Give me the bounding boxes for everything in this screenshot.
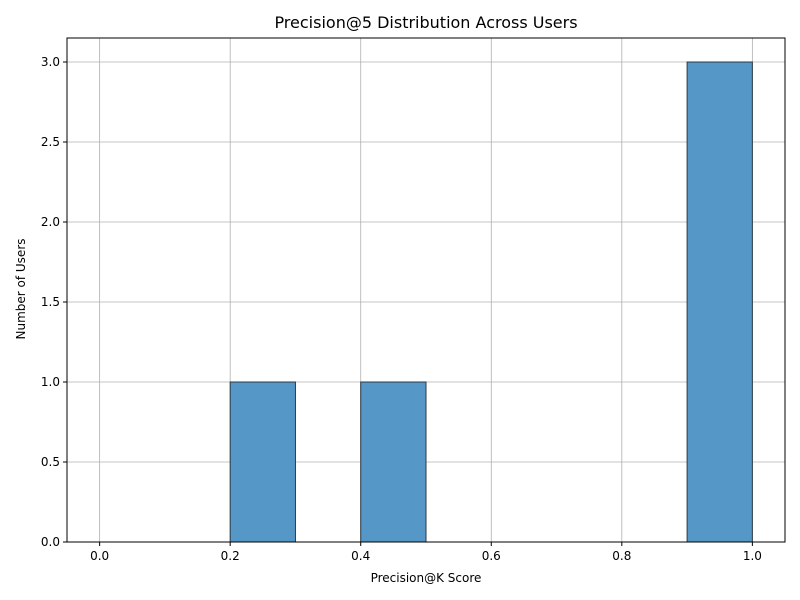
x-tick-label: 1.0: [743, 549, 762, 563]
y-ticks: 0.0 0.5 1.0 1.5 2.0 2.5 3.0: [41, 55, 67, 549]
x-axis-label: Precision@K Score: [371, 571, 482, 585]
chart-title: Precision@5 Distribution Across Users: [274, 13, 577, 32]
y-tick-label: 0.5: [41, 455, 60, 469]
histogram-bar: [360, 381, 427, 543]
plot-frame: [66, 37, 786, 543]
y-tick-label: 0.0: [41, 535, 60, 549]
y-tick-label: 2.0: [41, 215, 60, 229]
bars-layer: [229, 61, 753, 543]
histogram-bar: [229, 381, 296, 543]
histogram-bar: [686, 61, 753, 543]
x-tick-label: 0.0: [90, 549, 109, 563]
y-axis-label: Number of Users: [14, 238, 28, 339]
y-tick-label: 2.5: [41, 135, 60, 149]
x-tick-label: 0.6: [482, 549, 501, 563]
y-tick-label: 3.0: [41, 55, 60, 69]
x-tick-label: 0.2: [221, 549, 240, 563]
x-ticks: 0.0 0.2 0.4 0.6 0.8 1.0: [90, 542, 762, 563]
y-tick-label: 1.0: [41, 375, 60, 389]
y-tick-label: 1.5: [41, 295, 60, 309]
x-tick-label: 0.8: [612, 549, 631, 563]
x-tick-label: 0.4: [351, 549, 370, 563]
